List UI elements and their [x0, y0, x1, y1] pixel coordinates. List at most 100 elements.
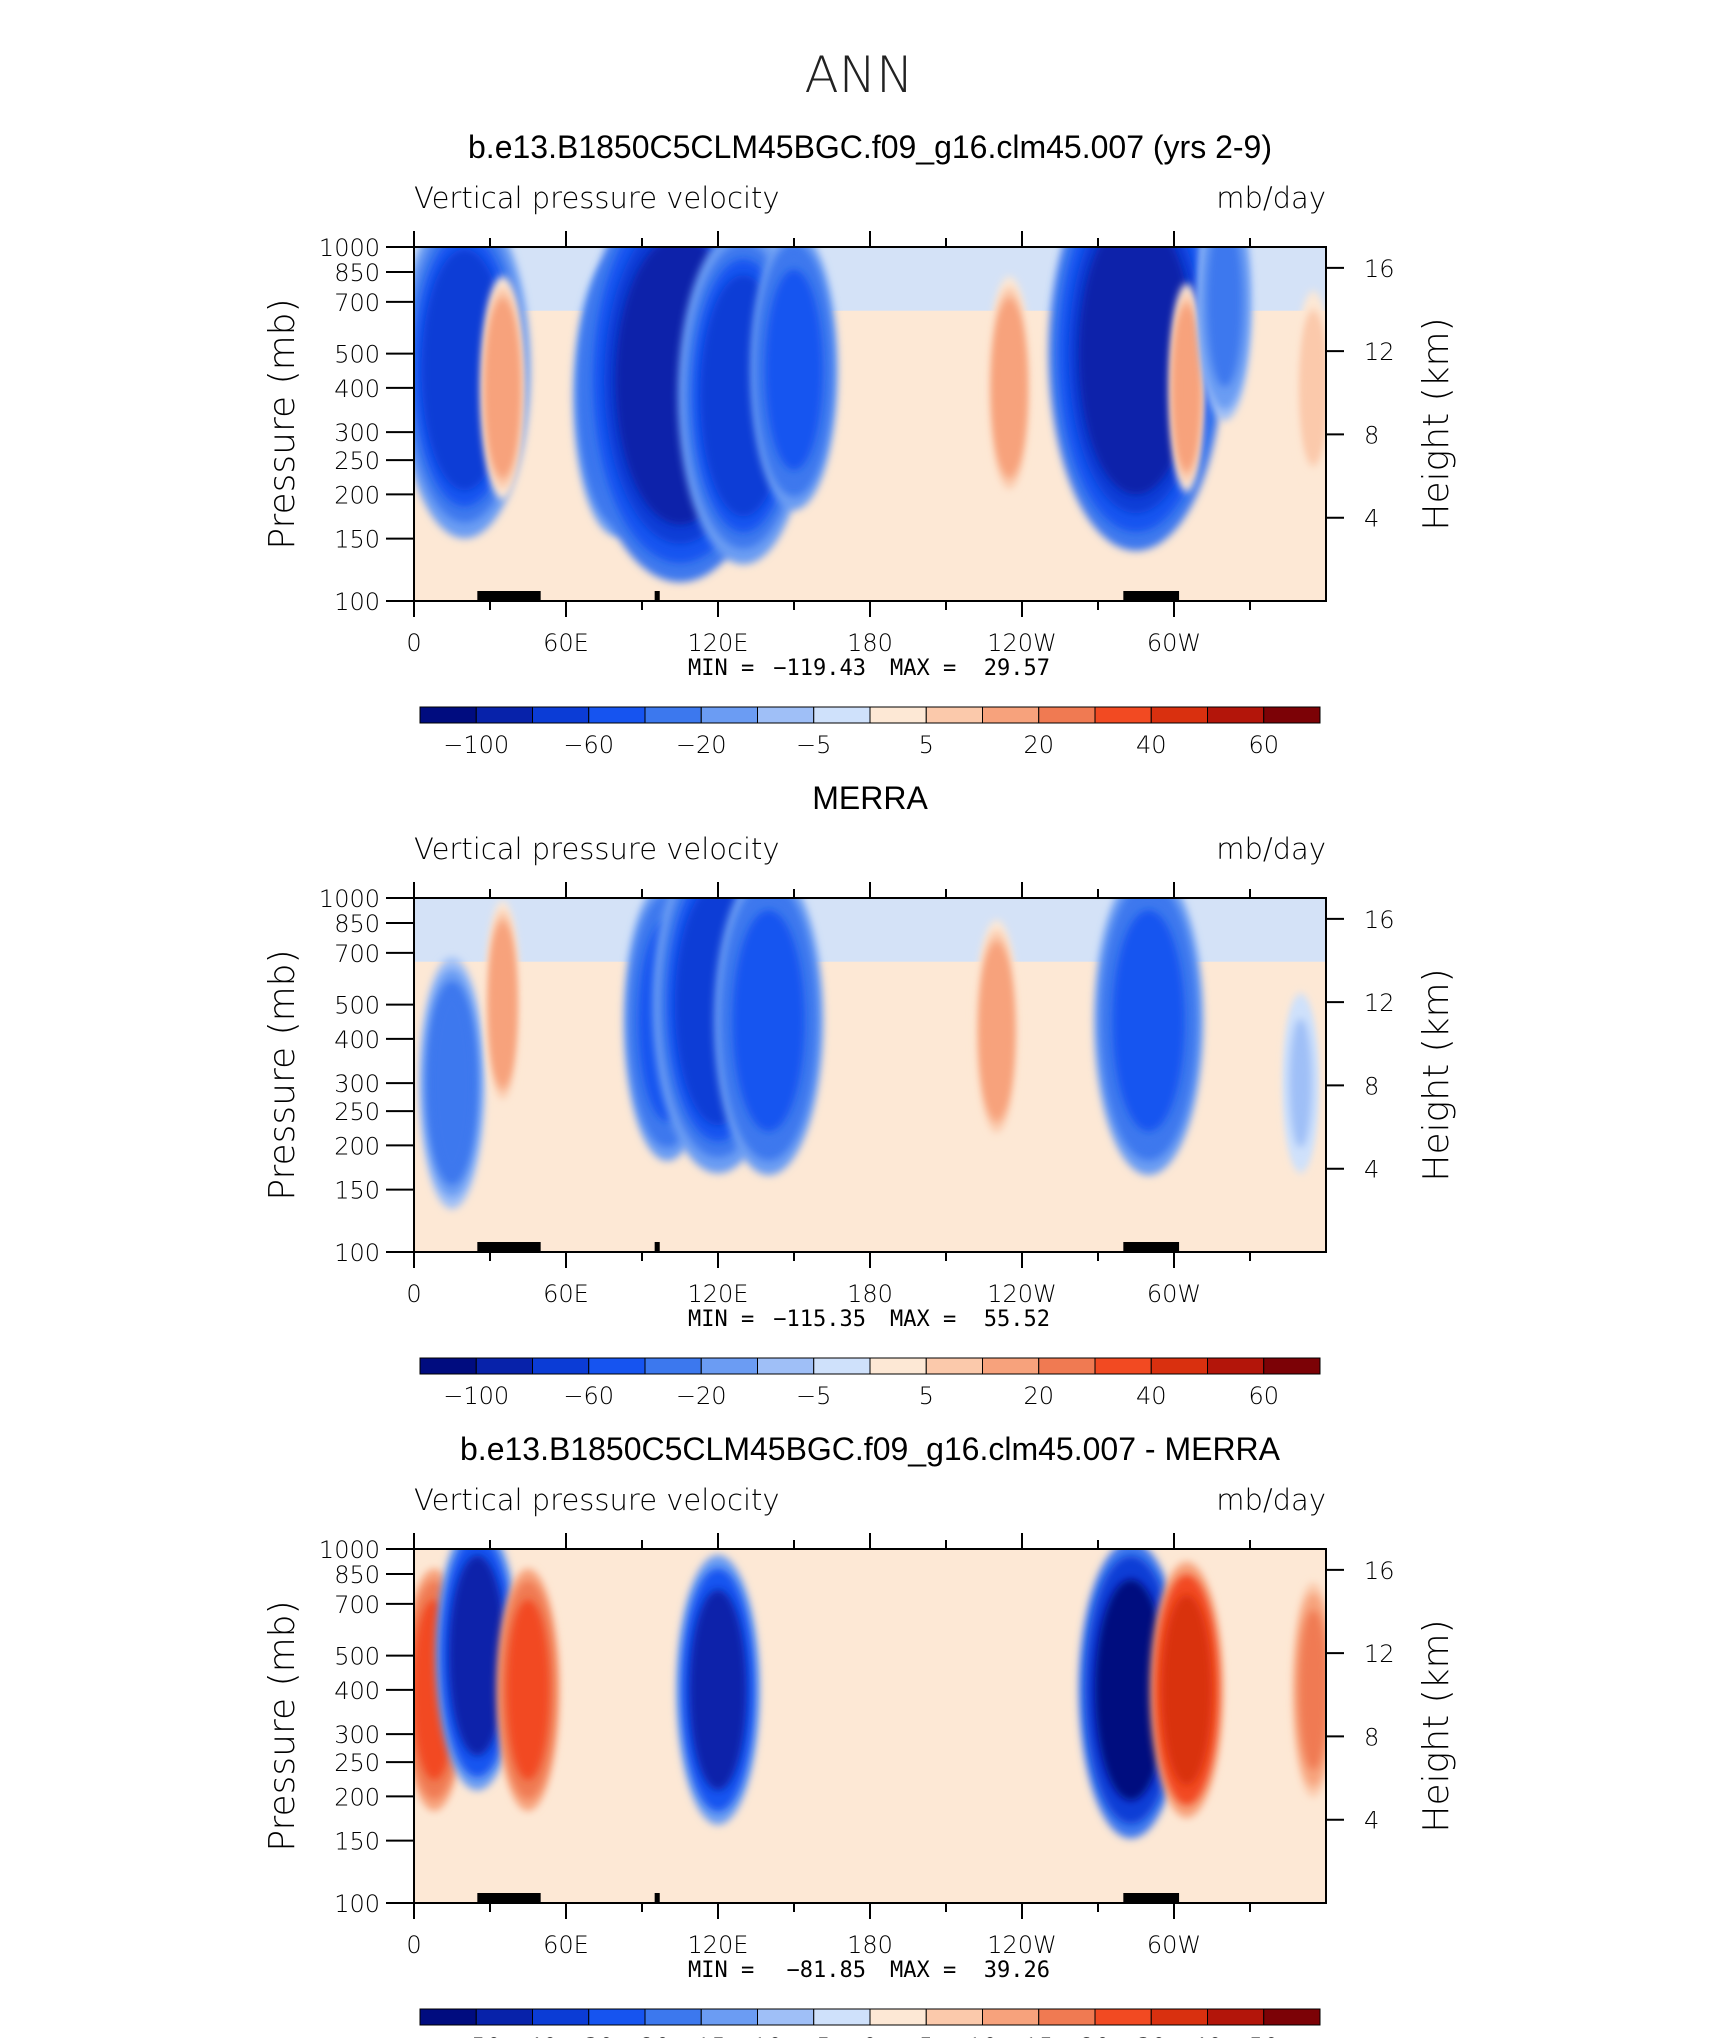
- contour-blob: [491, 929, 514, 1080]
- colorbar-label: 0: [862, 2033, 877, 2038]
- contour-blob: [506, 1599, 550, 1780]
- y2-tick-label: 12: [1364, 338, 1395, 366]
- x-tick-label: 0: [406, 1931, 421, 1959]
- colorbar-swatch: [757, 706, 815, 724]
- y-tick-label: 100: [334, 1890, 380, 1918]
- x-tick-label: 60E: [543, 1280, 589, 1308]
- x-tick-label: 60W: [1147, 629, 1201, 657]
- x-tick-label: 180: [847, 629, 893, 657]
- max-value: 39.26: [984, 1958, 1050, 1983]
- contour-field: [414, 247, 1326, 601]
- colorbar-swatch: [869, 2008, 927, 2026]
- colorbar-swatch: [1263, 2008, 1321, 2026]
- panel-3: b.e13.B1850C5CLM45BGC.f09_g16.clm45.007 …: [262, 1431, 1457, 2038]
- y-tick-label: 200: [334, 1132, 380, 1160]
- contour-blob: [1161, 1594, 1212, 1786]
- colorbar-label: −15: [676, 2033, 727, 2038]
- max-value: 29.57: [984, 656, 1050, 681]
- colorbar-swatch: [982, 1357, 1040, 1375]
- contour-blob: [1175, 313, 1198, 463]
- contour-blob: [1298, 1609, 1326, 1770]
- colorbar-swatch: [700, 2008, 758, 2026]
- max-value: 55.52: [984, 1307, 1050, 1332]
- y-tick-label: 500: [334, 1643, 380, 1671]
- colorbar-label: 60: [1248, 1382, 1279, 1410]
- colorbar-swatch: [925, 1357, 983, 1375]
- colorbar-swatch: [588, 2008, 646, 2026]
- colorbar-swatch: [532, 2008, 590, 2026]
- contour-blob: [732, 910, 805, 1132]
- colorbar-swatch: [644, 706, 702, 724]
- y-tick-label: 850: [334, 1561, 380, 1589]
- x-tick-label: 120E: [688, 629, 749, 657]
- colorbar-label: 40: [1136, 731, 1167, 759]
- variable-label: Vertical pressure velocity: [414, 181, 780, 215]
- colorbar-swatch: [475, 2008, 533, 2026]
- contour-blob: [994, 307, 1024, 468]
- colorbar-swatch: [1150, 1357, 1208, 1375]
- colorbar-swatch: [869, 706, 927, 724]
- x-tick-label: 60W: [1147, 1280, 1201, 1308]
- colorbar-label: −60: [563, 1382, 614, 1410]
- colorbar-swatch: [813, 1357, 871, 1375]
- colorbar-swatch: [1038, 1357, 1096, 1375]
- y2-tick-label: 4: [1364, 505, 1379, 533]
- y-tick-label: 850: [334, 259, 380, 287]
- colorbar-swatch: [419, 2008, 477, 2026]
- x-tick-label: 60E: [543, 629, 589, 657]
- colorbar-label: −20: [676, 731, 727, 759]
- colorbar-swatch: [475, 1357, 533, 1375]
- y-tick-label: 700: [334, 940, 380, 968]
- min-value: −81.85: [787, 1958, 866, 1983]
- contour-blob: [1289, 1018, 1312, 1148]
- contour-blob: [982, 951, 1012, 1112]
- land-mask: [1123, 1242, 1180, 1252]
- y-tick-label: 300: [334, 1721, 380, 1749]
- y-tick-label: 1000: [319, 1536, 380, 1564]
- units-label: mb/day: [1216, 181, 1326, 215]
- colorbar-swatch: [1207, 1357, 1265, 1375]
- colorbar-swatch: [869, 1357, 927, 1375]
- colorbar-swatch: [1094, 706, 1152, 724]
- y2-tick-label: 12: [1364, 989, 1395, 1017]
- colorbar-swatch: [813, 706, 871, 724]
- max-label: MAX =: [890, 1958, 956, 1983]
- y-tick-label: 1000: [319, 885, 380, 913]
- colorbar-swatch: [757, 2008, 815, 2026]
- panel-title: b.e13.B1850C5CLM45BGC.f09_g16.clm45.007 …: [460, 1431, 1281, 1467]
- contour-blob: [488, 307, 518, 468]
- colorbar-label: 50: [1248, 2033, 1279, 2038]
- y-axis-title: Pressure (mb): [262, 298, 303, 549]
- y-axis-title: Pressure (mb): [262, 1600, 303, 1851]
- y-tick-label: 100: [334, 588, 380, 616]
- y-tick-label: 150: [334, 1828, 380, 1856]
- colorbar-swatch: [419, 706, 477, 724]
- colorbar-label: −20: [620, 2033, 671, 2038]
- colorbar-swatch: [1094, 1357, 1152, 1375]
- y2-tick-label: 4: [1364, 1156, 1379, 1184]
- colorbar-label: 5: [919, 1382, 934, 1410]
- x-tick-label: 0: [406, 629, 421, 657]
- contour-blob: [448, 1555, 507, 1756]
- contour-blob: [1302, 318, 1325, 458]
- y2-tick-label: 16: [1364, 255, 1395, 283]
- figure-title: ANN: [804, 46, 913, 104]
- y-tick-label: 200: [334, 481, 380, 509]
- land-mask: [654, 1893, 660, 1903]
- y-tick-label: 1000: [319, 234, 380, 262]
- x-tick-label: 60W: [1147, 1931, 1201, 1959]
- colorbar-swatch: [588, 706, 646, 724]
- y-tick-label: 300: [334, 1070, 380, 1098]
- colorbar-label: −100: [443, 731, 509, 759]
- y-tick-label: 700: [334, 1591, 380, 1619]
- y2-tick-label: 16: [1364, 1557, 1395, 1585]
- colorbar-swatch: [1150, 2008, 1208, 2026]
- y2-axis-title: Height (km): [1416, 1619, 1457, 1832]
- colorbar-swatch: [419, 1357, 477, 1375]
- colorbar-label: 40: [1136, 1382, 1167, 1410]
- x-tick-label: 120W: [987, 1931, 1057, 1959]
- colorbar-swatch: [982, 706, 1040, 724]
- y2-tick-label: 12: [1364, 1640, 1395, 1668]
- colorbar-label: −100: [443, 1382, 509, 1410]
- colorbar-label: 5: [919, 2033, 934, 2038]
